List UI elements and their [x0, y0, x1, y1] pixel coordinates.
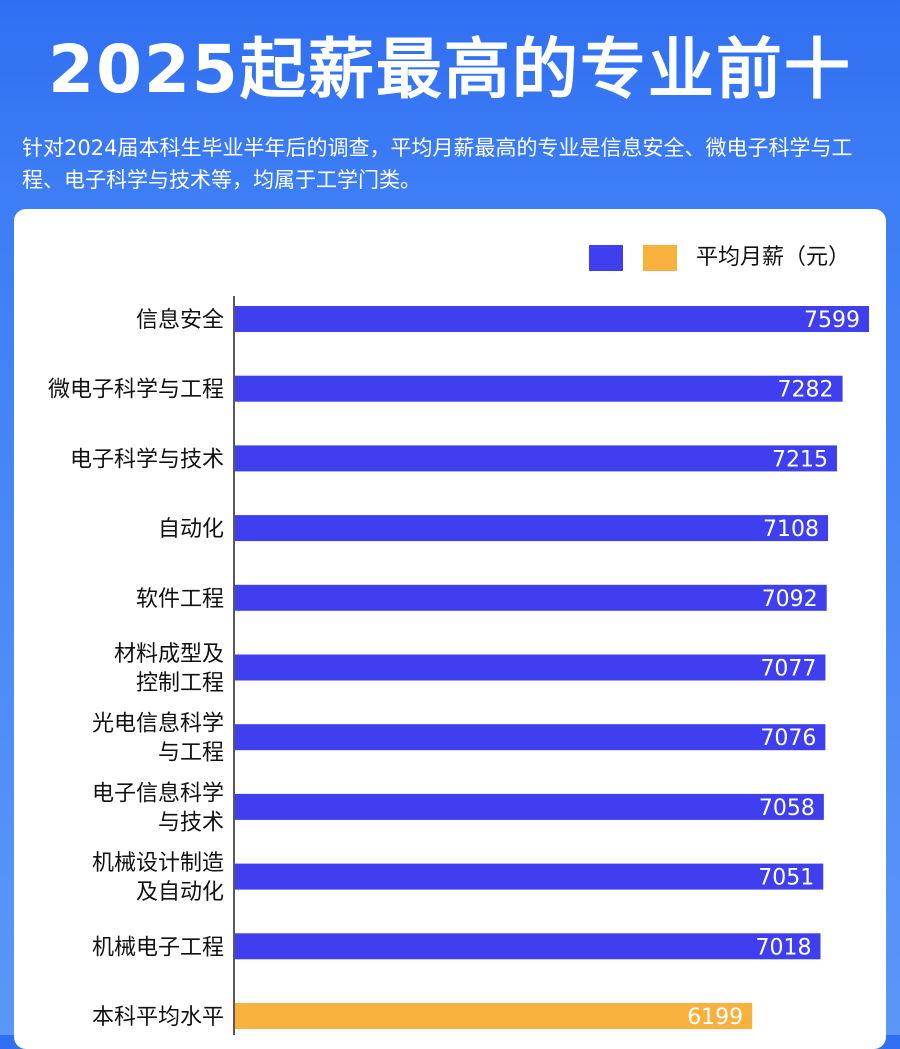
bar-0	[235, 306, 869, 332]
bar-8	[235, 863, 824, 890]
category-label: 与工程	[158, 741, 224, 766]
category-label: 电子信息科学	[92, 781, 224, 806]
bar-value-label: 7058	[759, 796, 815, 821]
category-label: 本科平均水平	[92, 1005, 224, 1030]
bar-9	[235, 933, 821, 960]
category-label: 机械电子工程	[92, 935, 224, 960]
bar-6	[235, 724, 826, 751]
category-label: 光电信息科学	[92, 712, 224, 737]
bar-value-label: 7108	[763, 517, 819, 542]
page-subtitle: 针对2024届本科生毕业半年后的调查，平均月薪最高的专业是信息安全、微电子科学与…	[22, 136, 853, 192]
category-label: 信息安全	[136, 308, 224, 333]
bar-7	[235, 793, 824, 820]
bar-1	[235, 375, 843, 402]
bar-value-label: 7076	[760, 726, 816, 751]
bar-value-label: 7599	[804, 308, 860, 333]
bar-value-label: 6199	[687, 1005, 743, 1030]
category-label: 软件工程	[136, 587, 224, 612]
page-title: 2025起薪最高的专业前十	[48, 31, 852, 108]
bar-value-label: 7018	[756, 935, 812, 960]
legend-swatch-orange	[643, 245, 677, 271]
bar-5	[235, 654, 826, 681]
bar-3	[235, 515, 829, 542]
bar-4	[235, 584, 827, 611]
legend-swatch-blue	[589, 245, 623, 271]
category-label: 材料成型及	[114, 642, 224, 667]
bar-value-label: 7282	[778, 378, 834, 403]
bar-value-label: 7051	[758, 866, 814, 891]
category-label: 控制工程	[136, 671, 224, 696]
bar-value-label: 7077	[760, 657, 816, 682]
bar-value-label: 7215	[772, 447, 828, 472]
bar-10	[235, 1003, 753, 1029]
chart-card	[14, 209, 886, 1049]
category-label: 机械设计制造	[92, 851, 224, 876]
legend-label: 平均月薪（元）	[696, 245, 851, 270]
category-label: 自动化	[158, 517, 224, 542]
category-label: 及自动化	[136, 880, 224, 905]
category-label: 电子科学与技术	[70, 447, 224, 472]
category-label: 与技术	[158, 810, 224, 835]
bar-value-label: 7092	[762, 587, 818, 612]
category-label: 微电子科学与工程	[48, 378, 224, 403]
bar-2	[235, 445, 837, 472]
